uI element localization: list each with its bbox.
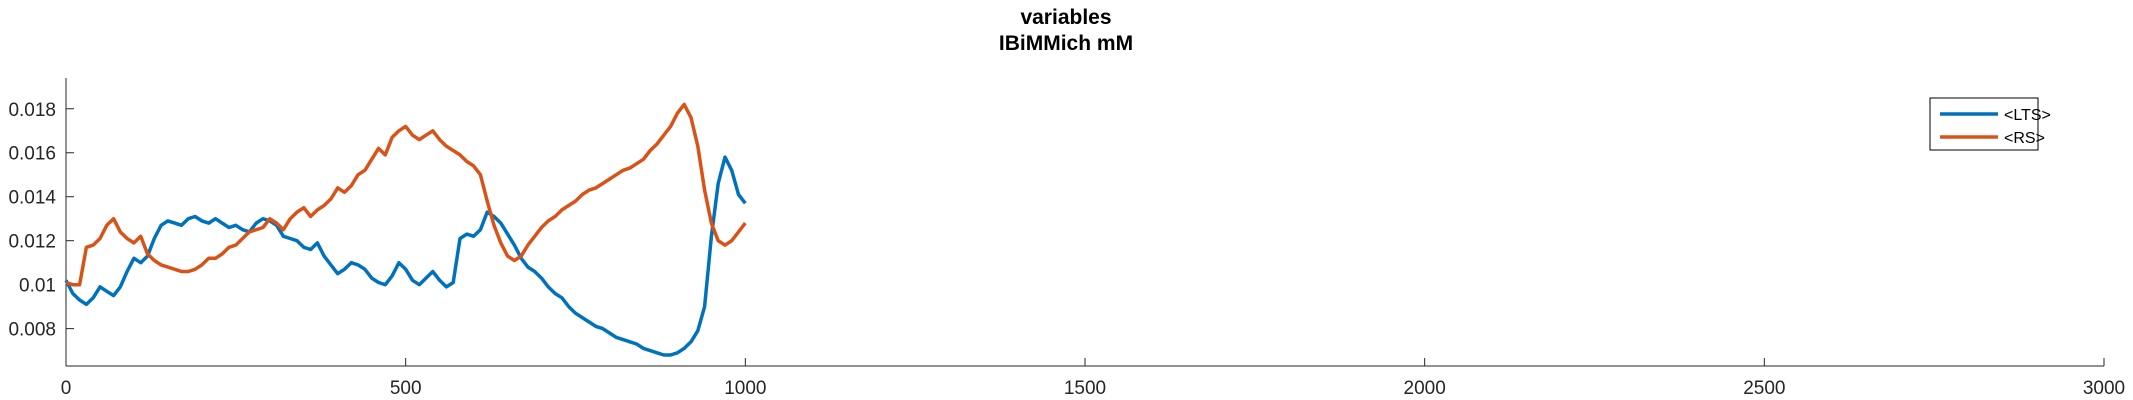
plot-lines xyxy=(64,102,747,357)
x-tick-label: 0 xyxy=(61,378,72,399)
x-tick-label: 2500 xyxy=(1743,378,1785,399)
y-tick-label: 0.012 xyxy=(8,232,56,253)
x-tick-label: 2000 xyxy=(1404,378,1446,399)
x-tick-label: 1000 xyxy=(724,378,766,399)
x-tick-label: 1500 xyxy=(1064,378,1106,399)
plot-axes: 0 500 1000 1500 2000 2500 3000 0.008 0.01 0.012 0.… xyxy=(8,78,2125,399)
x-tick-label: 500 xyxy=(390,378,422,399)
y-tick-label: 0.01 xyxy=(19,276,56,297)
y-tick-label: 0.016 xyxy=(8,144,56,165)
legend-label-rs: <RS> xyxy=(2004,130,2045,147)
series-line-1 xyxy=(65,102,747,287)
series-line-0 xyxy=(64,155,747,357)
legend: <LTS> <RS> xyxy=(1929,97,2051,151)
x-tick-label: 3000 xyxy=(2083,378,2125,399)
legend-label-lts: <LTS> xyxy=(2004,107,2051,124)
y-tick-label: 0.014 xyxy=(8,188,56,209)
chart-title: variables xyxy=(1020,6,1111,29)
chart-subtitle: IBiMMich mM xyxy=(999,32,1133,55)
y-tick-label: 0.008 xyxy=(8,320,56,341)
legend-box xyxy=(1929,97,2039,151)
y-tick-label: 0.018 xyxy=(8,100,56,121)
